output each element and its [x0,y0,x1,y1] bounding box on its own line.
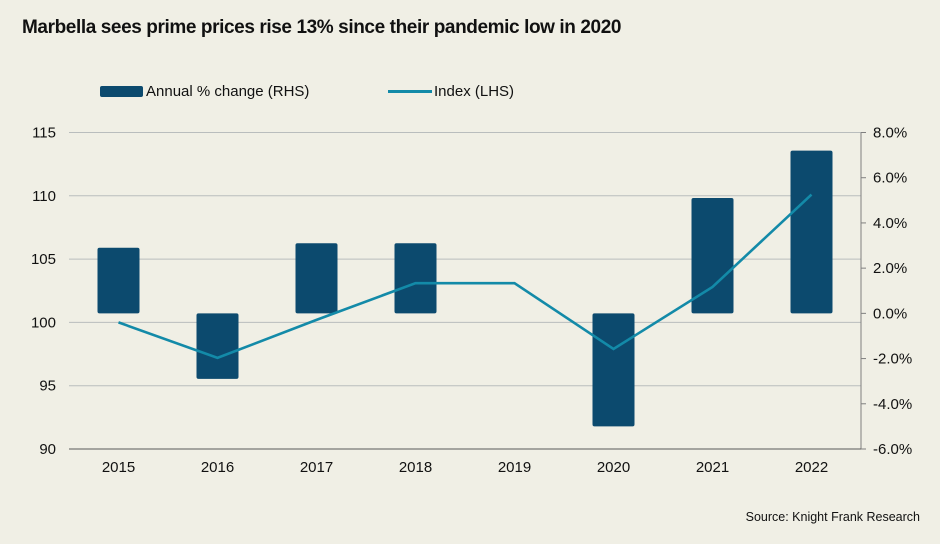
axes [69,132,866,450]
left-tick-label: 90 [39,441,56,458]
right-tick-label: -2.0% [873,351,912,368]
bar-2020 [592,313,635,427]
bar-2022 [790,150,833,314]
x-tick-label: 2016 [201,459,234,476]
legend-item-index: Index (LHS) [388,80,514,102]
source-note: Source: Knight Frank Research [745,510,920,524]
bar-2016 [196,313,239,379]
left-axis-labels: 90 95 100 105 110 115 [31,125,56,459]
right-axis-labels: -6.0% -4.0% -2.0% 0.0% 2.0% 4.0% 6.0% 8.0% [873,125,912,459]
right-tick-label: 4.0% [873,215,907,232]
x-tick-label: 2021 [696,459,729,476]
x-tick-label: 2019 [498,459,531,476]
chart-title: Marbella sees prime prices rise 13% sinc… [22,17,622,38]
legend-item-annual-change: Annual % change (RHS) [100,80,309,102]
right-tick-label: 6.0% [873,170,907,187]
x-axis-labels: 2015 2016 2017 2018 2019 2020 2021 2022 [102,459,828,476]
right-tick-label: 2.0% [873,260,907,277]
x-tick-label: 2015 [102,459,135,476]
index-line [118,193,813,360]
right-tick-label: 0.0% [873,305,907,322]
bar-2018 [394,243,437,314]
bar-series [97,150,833,427]
x-tick-label: 2022 [795,459,828,476]
bar-2021 [691,198,734,314]
left-tick-label: 100 [31,314,56,331]
x-tick-label: 2020 [597,459,630,476]
right-tick-label: 8.0% [873,125,907,142]
legend-label-index: Index (LHS) [434,82,515,100]
bar-2015 [97,247,140,314]
right-tick-label: -6.0% [873,441,912,458]
right-tick-label: -4.0% [873,396,912,413]
left-tick-label: 110 [32,188,56,205]
left-tick-label: 95 [39,378,56,395]
legend-bar-swatch [100,85,143,97]
legend-label-annual-change: Annual % change (RHS) [146,82,310,100]
line-series [118,193,813,360]
legend: Annual % change (RHS) Index (LHS) [0,80,940,104]
x-tick-label: 2018 [399,459,432,476]
legend-line-swatch [388,89,432,93]
left-tick-label: 115 [32,125,56,142]
bar-2017 [295,243,338,314]
left-tick-label: 105 [31,251,56,268]
x-tick-label: 2017 [300,459,333,476]
